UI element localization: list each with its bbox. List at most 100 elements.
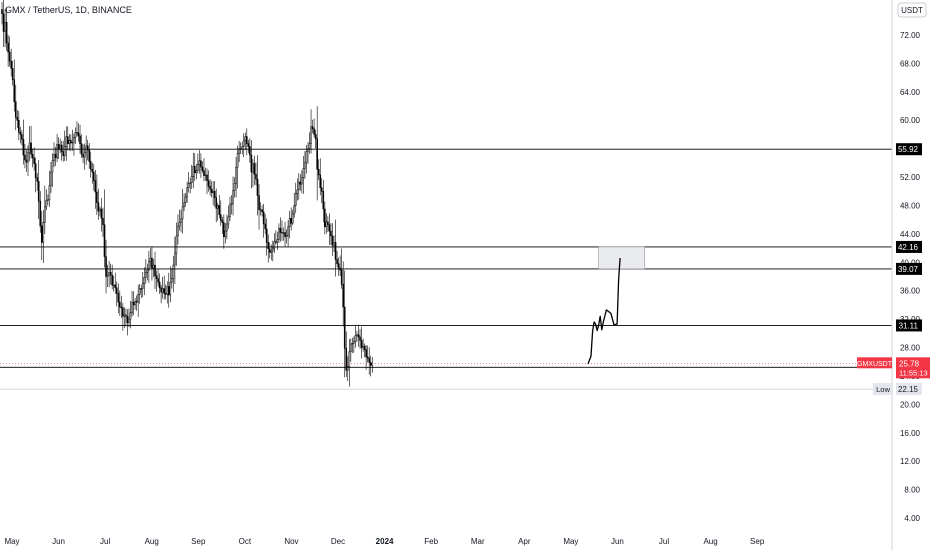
y-tick-label: 64.00	[900, 88, 921, 97]
symbol-badge[interactable]	[857, 357, 892, 369]
candle-body	[157, 278, 159, 283]
candle-body	[88, 149, 91, 162]
candle-body	[37, 181, 40, 202]
projection-path[interactable]	[587, 257, 621, 365]
candle-body	[290, 218, 292, 224]
candle-body	[22, 139, 25, 156]
candle-body	[299, 181, 302, 185]
candle-body	[340, 269, 343, 285]
candle-body	[164, 293, 167, 295]
y-tick-label: 20.00	[900, 400, 921, 409]
candle-body	[317, 168, 320, 176]
candle-body	[143, 276, 146, 284]
candle-body	[288, 218, 291, 228]
candle-body	[262, 211, 265, 225]
candle-body	[229, 204, 231, 218]
candle-body	[275, 241, 277, 243]
candle-body	[327, 221, 329, 225]
currency-badge[interactable]	[897, 2, 927, 18]
time-axis[interactable]: May Jun Jul Aug Sep Oct Nov Dec 2024 Feb Mar Apr May…	[4, 537, 764, 546]
candle-body	[273, 241, 276, 249]
candle-body	[48, 185, 51, 201]
candle-body	[359, 336, 361, 341]
candle-body	[137, 294, 139, 303]
candle-body	[249, 146, 251, 156]
candle-body	[198, 160, 201, 165]
candle-body	[163, 288, 165, 294]
candle-body	[40, 225, 43, 243]
candle-body	[337, 263, 340, 269]
candle-body	[187, 183, 190, 188]
x-tick-label: Sep	[191, 537, 206, 546]
candle-body	[351, 343, 354, 345]
candle-body	[45, 200, 48, 208]
x-tick-label: Aug	[145, 537, 159, 546]
candle-body	[272, 247, 274, 252]
candle-body	[160, 287, 162, 293]
candle-body	[242, 140, 245, 147]
candle-body	[149, 257, 152, 262]
x-tick-label: Jun	[611, 537, 624, 546]
candle-body	[354, 335, 357, 342]
candle-body	[330, 230, 332, 237]
candle-body	[50, 171, 52, 186]
candle-body	[91, 168, 94, 173]
candle-body	[83, 151, 86, 158]
candle-body	[5, 21, 8, 44]
y-tick-label: 28.00	[900, 344, 921, 353]
candle-body	[19, 132, 22, 135]
low-price-marker	[896, 383, 922, 396]
candle-body	[246, 136, 248, 144]
candle-body	[172, 264, 175, 279]
candle-body	[270, 250, 273, 253]
candle-body	[293, 205, 296, 215]
candle-body	[123, 314, 126, 317]
candle-body	[180, 218, 182, 223]
x-tick-label: May	[563, 537, 578, 546]
y-tick-label: 44.00	[900, 230, 921, 239]
candle-body	[259, 209, 262, 211]
candle-body	[33, 157, 35, 164]
candle-body	[212, 191, 214, 193]
candle-body	[158, 281, 161, 289]
y-tick-label: 68.00	[900, 59, 921, 68]
candle-body	[284, 232, 286, 237]
candle-body	[279, 227, 282, 233]
levels-layer	[0, 148, 892, 390]
candle-body	[233, 183, 236, 191]
candle-body	[278, 227, 280, 240]
candle-body	[307, 148, 309, 152]
candle-body	[213, 191, 216, 198]
candle-body	[313, 128, 315, 135]
candle-body	[360, 340, 363, 348]
candle-body	[192, 166, 195, 177]
y-tick-label: 40.00	[900, 258, 921, 267]
x-tick-label: Nov	[284, 537, 298, 546]
candle-body	[282, 232, 285, 234]
candle-body	[353, 340, 355, 344]
candle-body	[106, 274, 109, 277]
y-tick-label: 4.00	[904, 514, 920, 523]
level-price-marker	[896, 240, 922, 253]
candle-body	[146, 269, 149, 273]
x-tick-label: Jul	[659, 537, 669, 546]
candle-body	[63, 146, 66, 156]
candle-body	[14, 101, 17, 118]
candle-body	[184, 196, 187, 203]
candle-body	[253, 163, 256, 175]
price-markers: 55.9242.1639.0731.1125.22GMXUSDT25.7811:…	[857, 143, 930, 396]
candle-body	[250, 154, 253, 173]
candle-body	[346, 366, 349, 371]
bar-countdown-label: 11:55:13	[899, 368, 928, 377]
candle-body	[181, 206, 184, 220]
candle-body	[285, 235, 288, 237]
candle-body	[268, 248, 271, 253]
candle-body	[369, 362, 372, 366]
candle-body	[366, 356, 369, 359]
candle-body	[86, 145, 89, 151]
target-zone-box[interactable]	[598, 246, 645, 270]
candle-body	[112, 284, 115, 287]
candle-body	[221, 220, 224, 223]
candle-body	[350, 343, 352, 353]
